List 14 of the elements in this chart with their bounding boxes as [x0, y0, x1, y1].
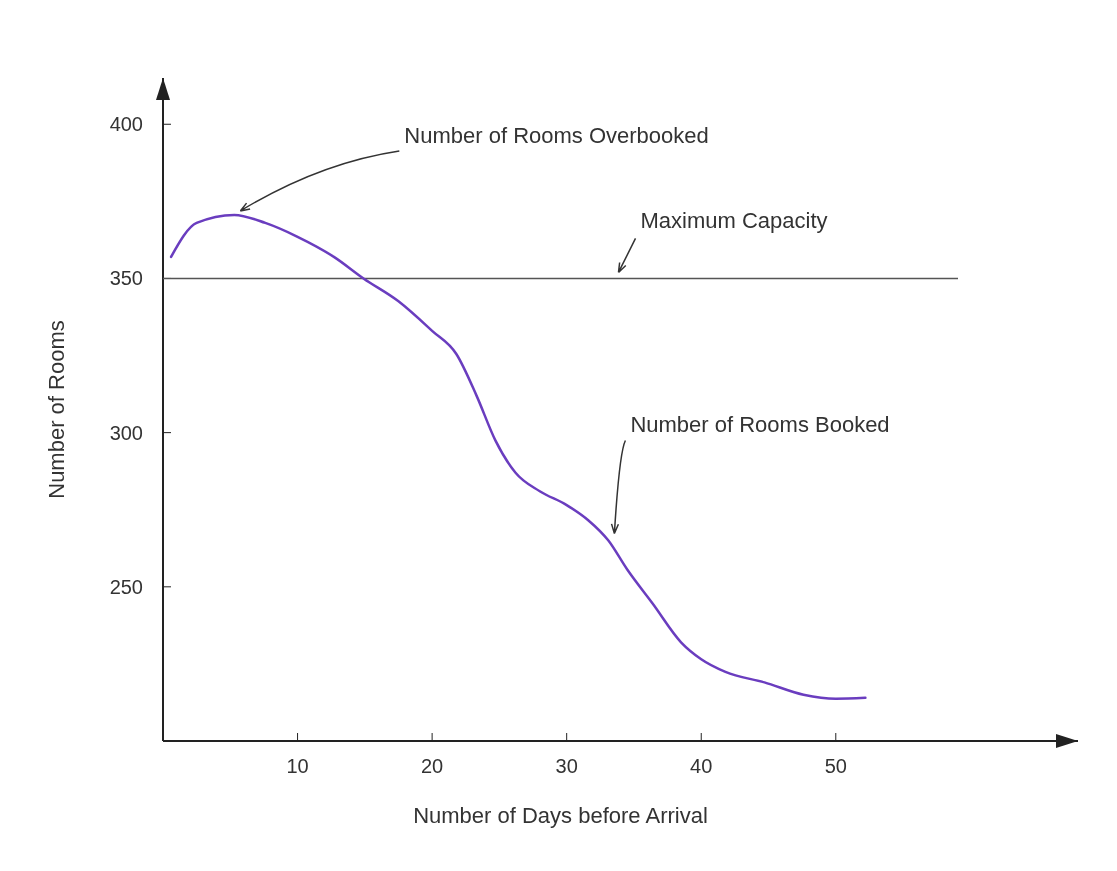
y-tick-label: 400 — [109, 113, 143, 136]
x-tick-label: 20 — [420, 755, 444, 777]
y-tick-label: 300 — [109, 421, 143, 444]
y-axis-title: Number of Rooms — [44, 320, 69, 499]
annotation: Number of Rooms Booked — [630, 412, 890, 438]
y-tick-label: 250 — [109, 575, 143, 598]
x-tick-label: 50 — [824, 755, 847, 777]
x-tick-label: 10 — [286, 755, 309, 777]
x-tick-label: 40 — [690, 755, 713, 777]
ref-line-label: Maximum Capacity — [640, 208, 828, 234]
x-tick-label: 30 — [555, 755, 578, 777]
y-tick-label: 350 — [109, 267, 143, 290]
annotation: Number of Rooms Overbooked — [404, 122, 709, 148]
x-axis-title: Number of Days before Arrival — [413, 803, 708, 828]
